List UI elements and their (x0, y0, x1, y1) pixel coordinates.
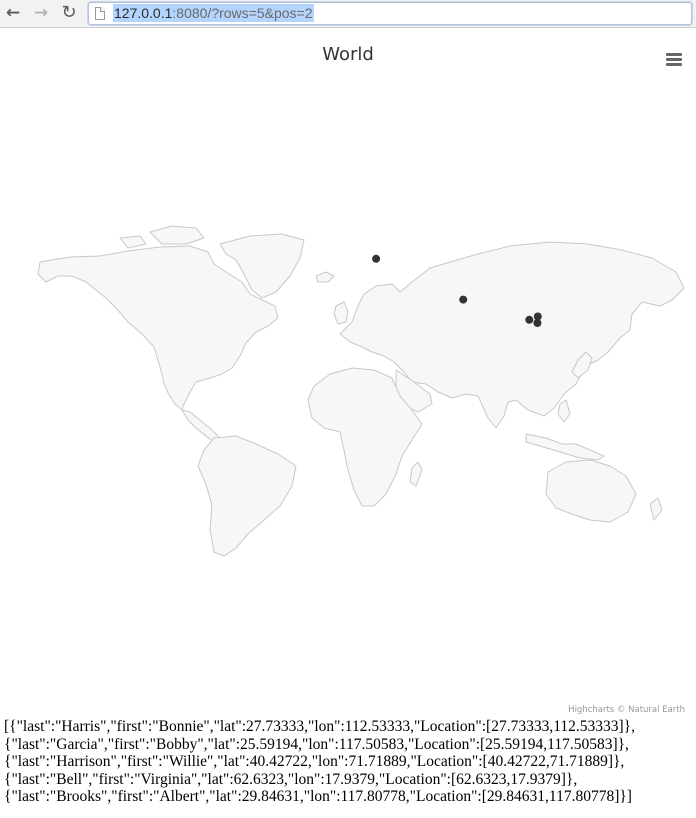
url-host: 127.0.0.1 (114, 5, 173, 21)
world-map (37, 225, 685, 557)
map-point-harris[interactable] (525, 315, 534, 324)
address-bar[interactable]: 127.0.0.1:8080/?rows=5&pos=2 (88, 2, 692, 25)
json-output: [{"last":"Harris","first":"Bonnie","lat"… (4, 718, 694, 806)
map-point-brooks[interactable] (533, 312, 542, 321)
arrow-left-icon: ← (5, 3, 21, 23)
page-icon (95, 7, 105, 20)
json-line: {"last":"Brooks","first":"Albert","lat":… (4, 788, 632, 805)
chart-credits[interactable]: Highcharts © Natural Earth (568, 705, 685, 715)
reload-icon: ↻ (61, 2, 77, 23)
greenland-shape (219, 233, 305, 299)
north-america-shape (37, 245, 279, 411)
new-zealand-shape (649, 497, 663, 521)
eurasia-shape (339, 241, 685, 429)
hamburger-menu-icon (666, 63, 682, 66)
back-button[interactable]: ← (2, 2, 24, 24)
url-text[interactable]: 127.0.0.1:8080/?rows=5&pos=2 (113, 4, 314, 22)
map-point-garcia[interactable] (533, 319, 542, 327)
forward-button[interactable]: → (30, 2, 52, 24)
land-layer (37, 225, 685, 557)
arctic-islands-shape-2 (119, 235, 147, 249)
south-america-shape (197, 435, 297, 557)
africa-shape (307, 367, 423, 507)
philippines-shape (557, 399, 571, 423)
map-point-bell[interactable] (372, 254, 381, 263)
reload-button[interactable]: ↻ (58, 2, 80, 24)
hamburger-menu-icon (666, 58, 682, 61)
json-line: {"last":"Garcia","first":"Bobby","lat":2… (4, 735, 629, 753)
url-path: :8080/?rows=5&pos=2 (172, 5, 313, 21)
json-line: [{"last":"Harris","first":"Bonnie","lat"… (4, 718, 635, 735)
chart-title: World (322, 44, 374, 65)
browser-toolbar: ← → ↻ 127.0.0.1:8080/?rows=5&pos=2 (0, 0, 696, 28)
indonesia-shape (525, 433, 605, 461)
hamburger-menu-icon (666, 53, 682, 56)
british-isles-shape (333, 301, 349, 325)
australia-shape (545, 459, 637, 523)
arrow-right-icon: → (33, 3, 49, 23)
map-point-harrison[interactable] (459, 295, 468, 304)
arctic-islands-shape (149, 225, 205, 245)
points-layer (372, 254, 542, 327)
chart-menu-button[interactable] (662, 50, 686, 70)
json-line: {"last":"Harrison","first":"Willie","lat… (4, 753, 625, 770)
json-line: {"last":"Bell","first":"Virginia","lat":… (4, 770, 578, 788)
madagascar-shape (409, 461, 423, 487)
iceland-shape (315, 271, 335, 283)
japan-shape (571, 351, 593, 379)
